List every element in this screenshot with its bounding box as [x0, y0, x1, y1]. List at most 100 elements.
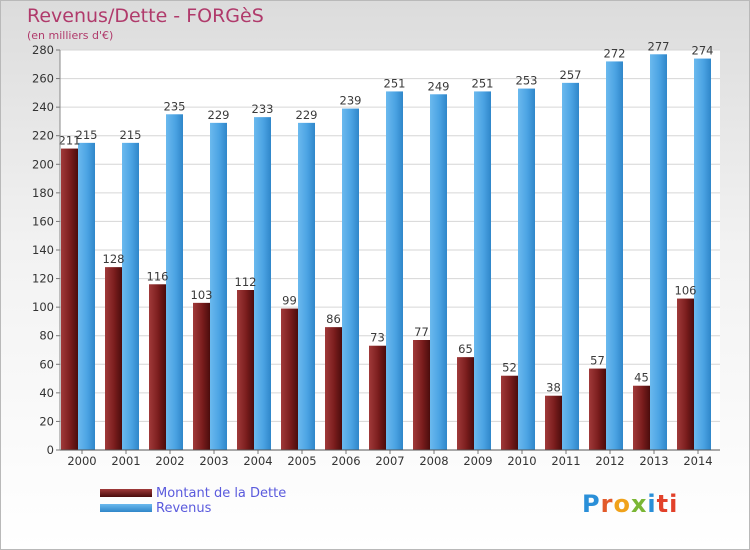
data-label-revenue: 251 — [472, 76, 494, 90]
bar-revenue — [694, 58, 711, 450]
chart-title: Revenus/Dette - FORGèS — [27, 5, 264, 27]
bar-revenue — [298, 122, 315, 450]
logo-letter: P — [582, 490, 601, 518]
y-tick-label: 240 — [32, 100, 54, 114]
x-tick-label: 2007 — [375, 454, 404, 468]
bar-debt — [369, 345, 386, 450]
data-label-debt: 52 — [502, 361, 517, 375]
proxiti-logo: Proxiti — [582, 490, 678, 518]
bar-revenue — [254, 117, 271, 451]
x-tick-label: 2005 — [287, 454, 316, 468]
data-label-revenue: 253 — [516, 74, 538, 88]
bar-debt — [413, 340, 430, 450]
data-label-revenue: 272 — [604, 46, 626, 60]
logo-letter: ti — [656, 490, 679, 518]
data-label-debt: 99 — [282, 294, 297, 308]
bar-revenue — [78, 142, 95, 450]
bar-debt — [545, 395, 562, 450]
legend-label-revenue: Revenus — [156, 501, 212, 516]
data-label-revenue: 215 — [76, 128, 98, 142]
y-tick-label: 120 — [32, 272, 54, 286]
data-label-debt: 73 — [370, 331, 385, 345]
bar-revenue — [210, 122, 227, 450]
data-label-revenue: 274 — [692, 44, 714, 58]
bar-debt — [281, 308, 298, 450]
bar-revenue — [386, 91, 403, 450]
bar-debt — [457, 357, 474, 450]
bar-debt — [325, 327, 342, 450]
data-label-revenue: 277 — [648, 39, 670, 53]
bar-debt — [149, 284, 166, 450]
bar-debt — [633, 385, 650, 450]
data-label-debt: 116 — [147, 269, 169, 283]
bar-revenue — [430, 94, 447, 451]
x-tick-label: 2014 — [683, 454, 712, 468]
y-tick-label: 200 — [32, 157, 54, 171]
y-axis-labels: 0 20 40 60 80 100 120 140 160 180 200 220 240 260 280 — [32, 43, 60, 457]
logo-letter: i — [647, 490, 657, 518]
data-label-revenue: 229 — [296, 108, 318, 122]
data-label-revenue: 215 — [120, 128, 142, 142]
y-tick-label: 260 — [32, 72, 54, 86]
x-tick-label: 2000 — [67, 454, 96, 468]
x-axis-labels: 2000 2001 2002 2003 2004 2005 2006 2007 2008 2009… — [67, 450, 713, 468]
data-label-debt: 103 — [191, 288, 213, 302]
legend-swatch-revenue — [100, 504, 152, 512]
x-tick-label: 2001 — [111, 454, 140, 468]
y-tick-label: 0 — [47, 443, 54, 457]
x-tick-label: 2012 — [595, 454, 624, 468]
y-tick-label: 60 — [39, 357, 54, 371]
y-tick-label: 180 — [32, 186, 54, 200]
data-label-revenue: 257 — [560, 68, 582, 82]
bars-group — [61, 54, 711, 451]
bar-debt — [501, 375, 518, 450]
y-tick-label: 20 — [39, 414, 54, 428]
y-tick-label: 100 — [32, 300, 54, 314]
data-label-revenue: 235 — [164, 99, 186, 113]
x-tick-label: 2009 — [463, 454, 492, 468]
legend-label-debt: Montant de la Dette — [156, 486, 287, 501]
logo-letter: o — [613, 490, 631, 518]
data-label-debt: 211 — [59, 134, 81, 148]
data-label-debt: 106 — [675, 284, 697, 298]
bar-revenue — [562, 82, 579, 450]
data-label-revenue: 229 — [208, 108, 230, 122]
data-label-debt: 128 — [103, 252, 125, 266]
legend-swatch-debt — [100, 489, 152, 497]
x-tick-label: 2010 — [507, 454, 536, 468]
bar-revenue — [518, 88, 535, 451]
y-tick-label: 160 — [32, 214, 54, 228]
y-tick-label: 40 — [39, 386, 54, 400]
x-tick-label: 2004 — [243, 454, 272, 468]
x-tick-label: 2011 — [551, 454, 580, 468]
bar-revenue — [474, 91, 491, 450]
bar-revenue — [342, 108, 359, 451]
bar-debt — [237, 290, 254, 450]
y-tick-label: 220 — [32, 129, 54, 143]
data-label-revenue: 249 — [428, 79, 450, 93]
bar-debt — [589, 368, 606, 450]
y-tick-label: 140 — [32, 243, 54, 257]
x-tick-label: 2006 — [331, 454, 360, 468]
data-label-debt: 65 — [458, 342, 473, 356]
y-tick-label: 80 — [39, 329, 54, 343]
data-label-debt: 86 — [326, 312, 341, 326]
bar-revenue — [122, 142, 139, 450]
logo-letter: x — [630, 490, 648, 518]
data-label-debt: 45 — [634, 371, 649, 385]
x-tick-label: 2002 — [155, 454, 184, 468]
chart-subtitle: (en milliers d'€) — [27, 29, 114, 42]
data-label-debt: 38 — [546, 381, 561, 395]
data-label-debt: 57 — [590, 354, 605, 368]
bar-debt — [193, 302, 210, 450]
bar-debt — [61, 148, 78, 451]
data-label-revenue: 251 — [384, 76, 406, 90]
x-tick-label: 2008 — [419, 454, 448, 468]
data-labels: 2112151282151162351032291122339922986239… — [59, 39, 714, 394]
data-label-revenue: 233 — [252, 102, 274, 116]
x-tick-label: 2013 — [639, 454, 668, 468]
data-label-revenue: 239 — [340, 94, 362, 108]
bar-revenue — [650, 54, 667, 451]
bar-revenue — [166, 114, 183, 451]
bar-debt — [105, 267, 122, 450]
